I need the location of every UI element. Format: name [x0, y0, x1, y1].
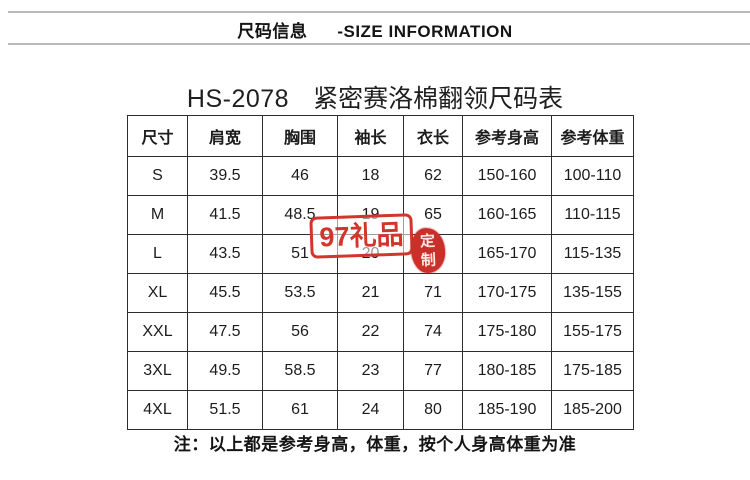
- value-cell: 41.5: [187, 195, 263, 235]
- col-header-weight: 参考体重: [551, 115, 634, 157]
- watermark-text: 97礼品: [318, 219, 405, 253]
- col-header-chest: 胸围: [262, 115, 338, 157]
- section-title: 尺码信息 -SIZE INFORMATION: [0, 17, 750, 42]
- table-row: 4XL 51.5 61 24 80 185-190 185-200: [127, 390, 634, 430]
- size-chart-title-text: 紧密赛洛棉翻领尺码表: [313, 85, 564, 113]
- value-cell: 110-115: [551, 195, 634, 235]
- col-header-height: 参考身高: [462, 115, 552, 157]
- value-cell: 115-135: [551, 234, 634, 274]
- value-cell: 71: [403, 273, 463, 313]
- col-header-size: 尺寸: [127, 115, 188, 157]
- section-title-en: -SIZE INFORMATION: [337, 22, 513, 41]
- value-cell: 135-155: [551, 273, 634, 313]
- col-header-sleeve: 袖长: [337, 115, 404, 157]
- col-header-shoulder: 肩宽: [187, 115, 263, 157]
- value-cell: 45.5: [187, 273, 263, 313]
- table-row: XXL 47.5 56 22 74 175-180 155-175: [127, 312, 634, 352]
- value-cell: 18: [337, 156, 404, 196]
- size-cell: L: [127, 234, 188, 274]
- table-row: XL 45.5 53.5 21 71 170-175 135-155: [127, 273, 634, 313]
- footer-note: 注：以上都是参考身高，体重，按个人身高体重为准: [173, 435, 577, 454]
- value-cell: 100-110: [551, 156, 634, 196]
- value-cell: 62: [403, 156, 463, 196]
- watermark-seal-char-2: 制: [420, 251, 437, 269]
- section-title-cn: 尺码信息: [237, 22, 308, 41]
- value-cell: 80: [403, 390, 463, 430]
- product-model: HS-2078: [186, 85, 290, 113]
- value-cell: 77: [403, 351, 463, 391]
- table-row: S 39.5 46 18 62 150-160 100-110: [127, 156, 634, 196]
- size-chart-title: HS-2078 紧密赛洛棉翻领尺码表: [0, 79, 750, 115]
- divider-top: [8, 11, 750, 13]
- value-cell: 47.5: [187, 312, 263, 352]
- value-cell: 24: [337, 390, 404, 430]
- size-cell: M: [127, 195, 188, 235]
- section-header: 尺码信息 -SIZE INFORMATION: [0, 0, 750, 56]
- divider-bottom: [8, 43, 750, 45]
- value-cell: 61: [262, 390, 338, 430]
- col-header-length: 衣长: [403, 115, 463, 157]
- value-cell: 22: [337, 312, 404, 352]
- value-cell: 51.5: [187, 390, 263, 430]
- value-cell: 175-185: [551, 351, 634, 391]
- value-cell: 74: [403, 312, 463, 352]
- value-cell: 43.5: [187, 234, 263, 274]
- value-cell: 49.5: [187, 351, 263, 391]
- value-cell: 53.5: [262, 273, 338, 313]
- value-cell: 175-180: [462, 312, 552, 352]
- table-header-row: 尺寸 肩宽 胸围 袖长 衣长 参考身高 参考体重: [127, 115, 634, 157]
- value-cell: 165-170: [462, 234, 552, 274]
- size-cell: XXL: [127, 312, 188, 352]
- size-cell: S: [127, 156, 188, 196]
- value-cell: 39.5: [187, 156, 263, 196]
- value-cell: 46: [262, 156, 338, 196]
- value-cell: 21: [337, 273, 404, 313]
- value-cell: 23: [337, 351, 404, 391]
- watermark-seal-char-1: 定: [419, 232, 436, 250]
- watermark-box: 97礼品: [309, 213, 414, 259]
- size-table: 尺寸 肩宽 胸围 袖长 衣长 参考身高 参考体重 S 39.5 46 18 62 150-…: [127, 115, 634, 430]
- size-cell: 3XL: [127, 351, 188, 391]
- value-cell: 170-175: [462, 273, 552, 313]
- size-cell: 4XL: [127, 390, 188, 430]
- value-cell: 56: [262, 312, 338, 352]
- value-cell: 185-190: [462, 390, 552, 430]
- value-cell: 150-160: [462, 156, 552, 196]
- size-cell: XL: [127, 273, 188, 313]
- value-cell: 160-165: [462, 195, 552, 235]
- value-cell: 185-200: [551, 390, 634, 430]
- value-cell: 155-175: [551, 312, 634, 352]
- value-cell: 180-185: [462, 351, 552, 391]
- value-cell: 58.5: [262, 351, 338, 391]
- table-row: 3XL 49.5 58.5 23 77 180-185 175-185: [127, 351, 634, 391]
